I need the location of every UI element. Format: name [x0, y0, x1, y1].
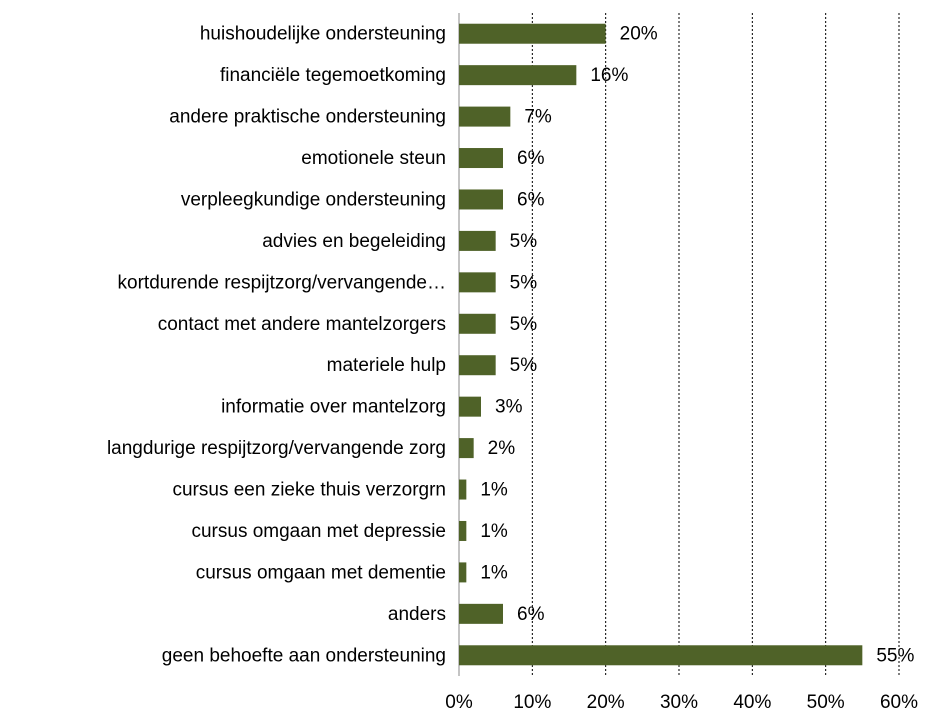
- bar: [459, 189, 503, 210]
- y-tick-label: materiele hulp: [327, 355, 446, 376]
- y-tick-label: anders: [388, 604, 446, 625]
- bar: [459, 272, 496, 293]
- bar: [459, 313, 496, 334]
- y-tick-label: emotionele steun: [301, 148, 446, 169]
- value-label: 5%: [510, 314, 538, 335]
- bar: [459, 230, 496, 251]
- value-label: 6%: [517, 604, 545, 625]
- y-tick-label: andere praktische ondersteuning: [169, 107, 446, 128]
- value-label: 7%: [524, 107, 552, 128]
- bar: [459, 106, 511, 127]
- value-label: 5%: [510, 231, 538, 252]
- x-tick-label: 20%: [587, 692, 625, 713]
- value-label: 1%: [480, 562, 508, 583]
- bar: [459, 148, 503, 169]
- value-label: 1%: [480, 521, 508, 542]
- bar: [459, 355, 496, 376]
- y-tick-label: kortdurende respijtzorg/vervangende…: [118, 272, 446, 293]
- bar: [459, 396, 481, 417]
- x-tick-label: 40%: [733, 692, 771, 713]
- x-tick-label: 0%: [445, 692, 473, 713]
- bar: [459, 23, 606, 44]
- value-label: 20%: [620, 24, 658, 45]
- y-tick-label: langdurige respijtzorg/vervangende zorg: [107, 438, 446, 459]
- y-tick-label: financiële tegemoetkoming: [220, 65, 446, 86]
- value-label: 55%: [876, 645, 914, 666]
- value-label: 5%: [510, 272, 538, 293]
- y-tick-label: advies en begeleiding: [262, 231, 446, 252]
- value-label: 3%: [495, 397, 523, 418]
- bar: [459, 603, 503, 624]
- value-label: 6%: [517, 148, 545, 169]
- y-tick-label: verpleegkundige ondersteuning: [181, 189, 446, 210]
- x-tick-label: 50%: [807, 692, 845, 713]
- value-label: 6%: [517, 189, 545, 210]
- x-tick-label: 30%: [660, 692, 698, 713]
- x-tick-label: 60%: [880, 692, 918, 713]
- bar: [459, 520, 467, 541]
- value-label: 2%: [488, 438, 516, 459]
- value-label: 16%: [590, 65, 628, 86]
- bar: [459, 562, 467, 583]
- y-tick-label: cursus omgaan met dementie: [196, 562, 446, 583]
- value-label: 1%: [480, 480, 508, 501]
- y-tick-label: cursus omgaan met depressie: [191, 521, 446, 542]
- y-tick-label: huishoudelijke ondersteuning: [200, 24, 446, 45]
- bar: [459, 645, 863, 666]
- x-tick-label: 10%: [513, 692, 551, 713]
- y-tick-label: cursus een zieke thuis verzorgrn: [172, 480, 446, 501]
- y-tick-label: informatie over mantelzorg: [221, 397, 446, 418]
- y-tick-label: contact met andere mantelzorgers: [158, 314, 446, 335]
- y-tick-label: geen behoefte aan ondersteuning: [162, 645, 446, 666]
- bar: [459, 65, 577, 86]
- bar: [459, 438, 474, 459]
- value-label: 5%: [510, 355, 538, 376]
- bar: [459, 479, 467, 500]
